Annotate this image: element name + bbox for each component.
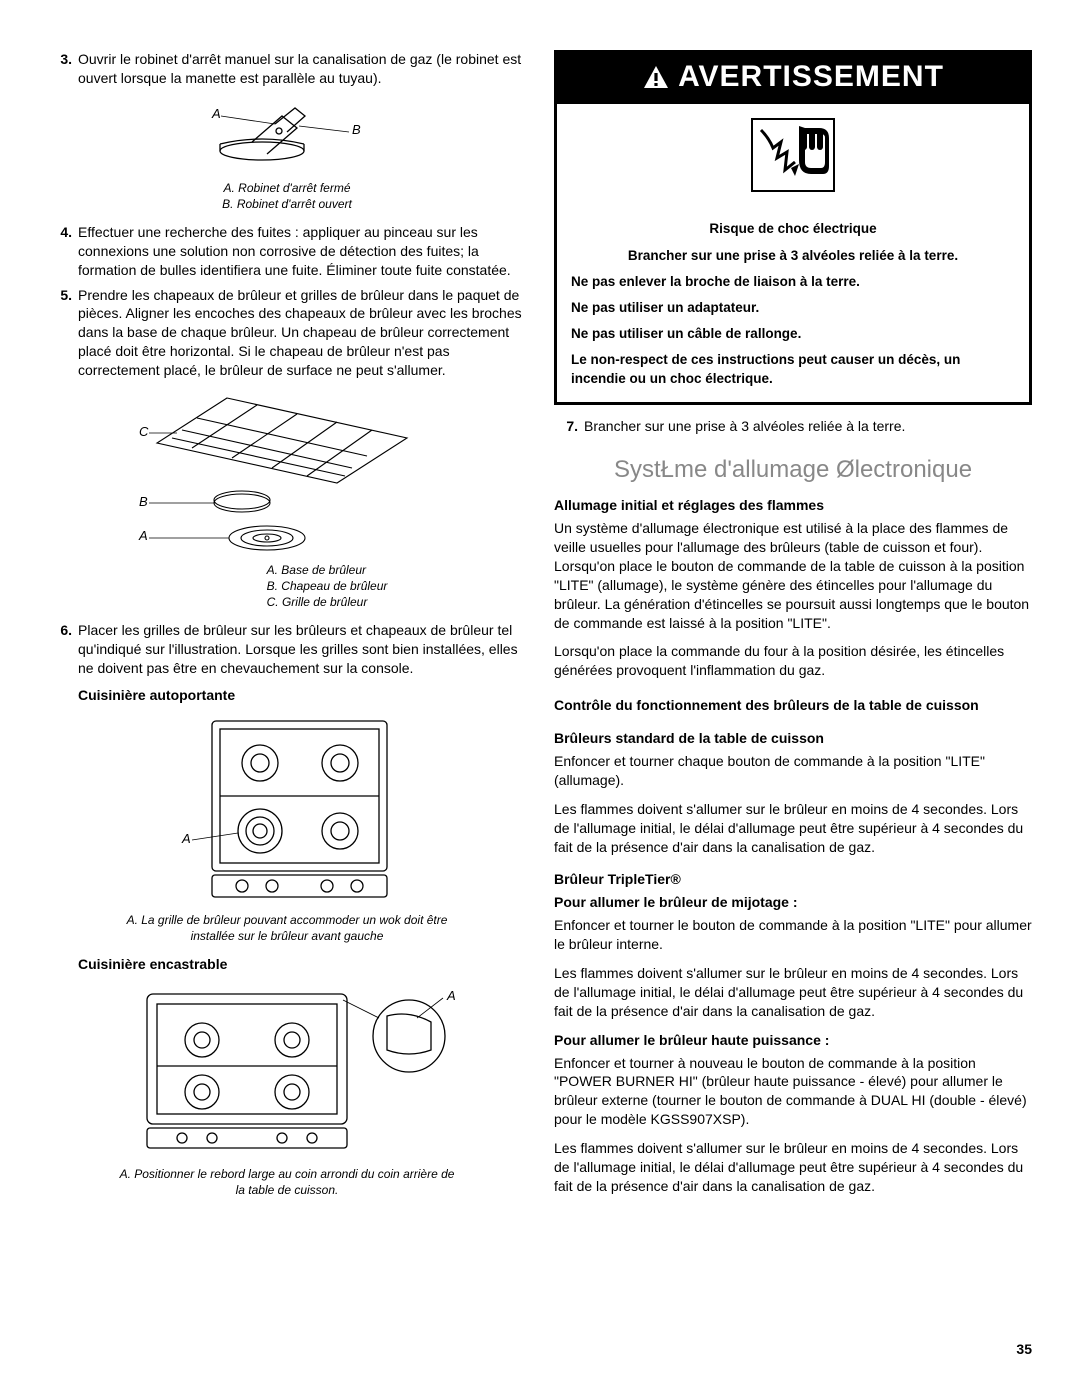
step-text: Effectuer une recherche des fuites : app… [78,223,526,280]
para: Lorsqu'on place la commande du four à la… [554,642,1032,680]
warn-line: Ne pas enlever la broche de liaison à la… [571,273,1015,291]
figure-valve-caption: A. Robinet d'arrêt fermé B. Robinet d'ar… [222,180,352,212]
warning-title: AVERTISSEMENT [678,57,944,98]
cooktop-slidein-icon: A [117,982,457,1162]
step-num: 6. [48,621,72,678]
para: Les flammes doivent s'allumer sur le brû… [554,1139,1032,1196]
heading-initial-ignition: Allumage initial et réglages des flammes [554,496,1032,515]
figure-burner-parts: C B A A. Base de brûleur B. Chapeau de b… [48,388,526,611]
figure-slidein-caption: A. Positionner le rebord large au coin a… [117,1166,457,1198]
page-columns: 3. Ouvrir le robinet d'arrêt manuel sur … [48,50,1032,1209]
step-num: 5. [48,286,72,380]
subhead-freestanding: Cuisinière autoportante [78,686,526,705]
warn-line: Risque de choc électrique [571,220,1015,238]
warning-box: AVERTISSEMENT [554,50,1032,405]
step-num: 4. [48,223,72,280]
valve-diagram-icon: A B [207,96,367,176]
warn-line: Brancher sur une prise à 3 alvéoles reli… [571,247,1015,265]
step-num: 7. [554,417,578,436]
step-num: 3. [48,50,72,88]
figure-burner-caption: A. Base de brûleur B. Chapeau de brûleur… [267,562,388,611]
right-column: AVERTISSEMENT [554,50,1032,1209]
section-title: SystŁme d'allumage Ølectronique [554,454,1032,486]
step-6: 6. Placer les grilles de brûleur sur les… [48,621,526,678]
warning-header: AVERTISSEMENT [557,53,1029,104]
svg-text:B: B [352,122,361,137]
para: Les flammes doivent s'allumer sur le brû… [554,964,1032,1021]
svg-text:A: A [138,528,148,543]
page-number: 35 [1016,1340,1032,1359]
svg-text:C: C [139,424,149,439]
heading-standard-burners: Brûleurs standard de la table de cuisson [554,729,1032,748]
svg-text:A: A [446,988,456,1003]
warning-text: Risque de choc électrique Brancher sur u… [557,210,1029,402]
cooktop-freestanding-icon: A [172,713,402,908]
para: Enfoncer et tourner chaque bouton de com… [554,752,1032,790]
heading-simmer: Pour allumer le brûleur de mijotage : [554,893,1032,912]
heading-highpower: Pour allumer le brûleur haute puissance … [554,1031,1032,1050]
svg-text:A: A [211,106,221,121]
step-text: Placer les grilles de brûleur sur les br… [78,621,526,678]
warn-line: Ne pas utiliser un câble de rallonge. [571,325,1015,343]
para: Enfoncer et tourner à nouveau le bouton … [554,1054,1032,1130]
left-column: 3. Ouvrir le robinet d'arrêt manuel sur … [48,50,526,1209]
warn-line: Ne pas utiliser un adaptateur. [571,299,1015,317]
warn-line: Le non-respect de ces instructions peut … [571,351,1015,387]
figure-freestanding: A A. La grille de brûleur pouvant accomm… [48,713,526,945]
step-3: 3. Ouvrir le robinet d'arrêt manuel sur … [48,50,526,88]
step-text: Prendre les chapeaux de brûleur et grill… [78,286,526,380]
heading-burner-check: Contrôle du fonctionnement des brûleurs … [554,696,1032,715]
burner-parts-icon: C B A [137,388,437,558]
para: Enfoncer et tourner le bouton de command… [554,916,1032,954]
step-4: 4. Effectuer une recherche des fuites : … [48,223,526,280]
step-text: Brancher sur une prise à 3 alvéoles reli… [584,417,1032,436]
warning-icon-row [557,104,1029,211]
step-7: 7. Brancher sur une prise à 3 alvéoles r… [554,417,1032,436]
shock-hazard-icon [751,118,835,192]
svg-text:B: B [139,494,148,509]
figure-valve: A B A. Robinet d'arrêt fermé B. Robinet … [48,96,526,213]
subhead-slidein: Cuisinière encastrable [78,955,526,974]
para: Un système d'allumage électronique est u… [554,519,1032,632]
step-text: Ouvrir le robinet d'arrêt manuel sur la … [78,50,526,88]
para: Les flammes doivent s'allumer sur le brû… [554,800,1032,857]
warning-triangle-icon [642,64,670,90]
figure-freestanding-caption: A. La grille de brûleur pouvant accommod… [117,912,457,944]
svg-text:A: A [181,831,191,846]
figure-slidein: A A. Positionner le rebord large au coin… [48,982,526,1199]
heading-tripletier: Brûleur TripleTier® [554,870,1032,889]
step-5: 5. Prendre les chapeaux de brûleur et gr… [48,286,526,380]
